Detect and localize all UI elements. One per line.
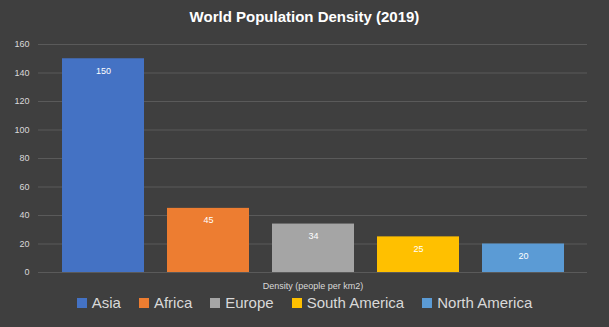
html-text:South America: South America <box>306 294 405 311</box>
svg-text:45: 45 <box>203 215 213 225</box>
svg-text:140: 140 <box>14 68 29 78</box>
svg-text:20: 20 <box>19 239 29 249</box>
svg-text:150: 150 <box>96 66 111 76</box>
svg-text:100: 100 <box>14 125 29 135</box>
html-text:Europe: Europe <box>225 294 274 311</box>
svg-text:34: 34 <box>308 231 318 241</box>
svg-text:20: 20 <box>518 251 528 261</box>
svg-text:Density (people per km2): Density (people per km2) <box>263 281 364 291</box>
svg-text:0: 0 <box>24 267 29 277</box>
svg-text:160: 160 <box>14 39 29 49</box>
svg-text:80: 80 <box>19 153 29 163</box>
html-text:North America: North America <box>437 294 533 311</box>
svg-text:40: 40 <box>19 210 29 220</box>
html-text:Africa: Africa <box>153 294 193 311</box>
svg-text:60: 60 <box>19 182 29 192</box>
html-text:World Population Density (2019: World Population Density (2019) <box>189 8 420 25</box>
svg-text:25: 25 <box>413 244 423 254</box>
html-text:Asia: Asia <box>91 294 121 311</box>
svg-text:120: 120 <box>14 96 29 106</box>
